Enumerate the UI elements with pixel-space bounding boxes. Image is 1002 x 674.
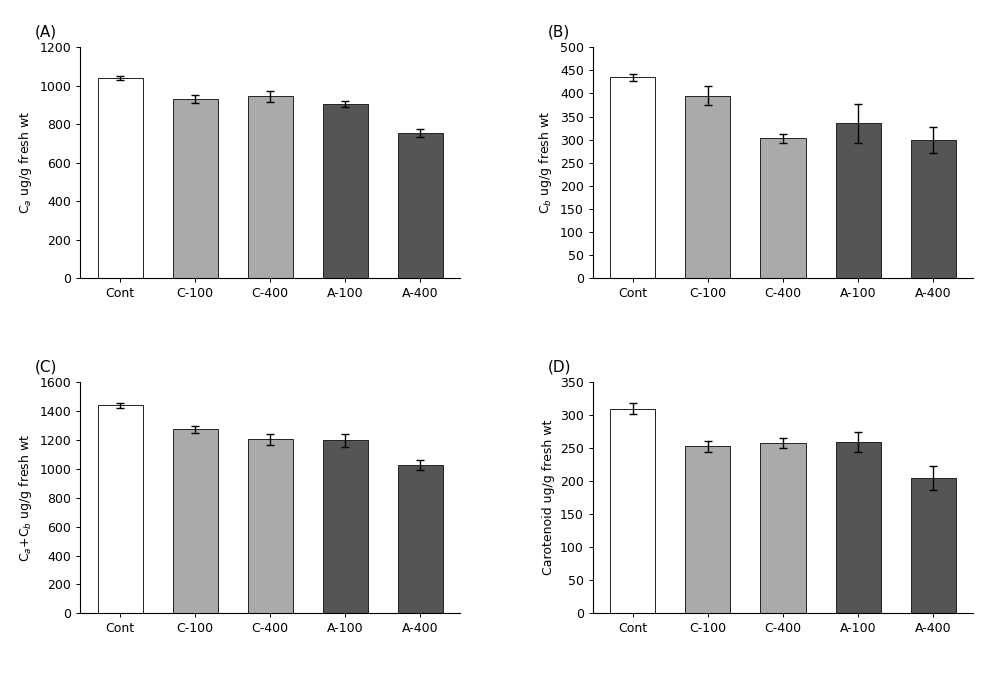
Bar <box>97 405 142 613</box>
Bar <box>910 478 955 613</box>
Bar <box>247 439 293 613</box>
Text: (A): (A) <box>35 24 57 39</box>
Bar <box>760 443 805 613</box>
Bar <box>835 123 880 278</box>
Text: (D): (D) <box>547 359 570 374</box>
Bar <box>609 78 654 278</box>
Bar <box>398 464 443 613</box>
Bar <box>97 78 142 278</box>
Y-axis label: C$_a$ ug/g fresh wt: C$_a$ ug/g fresh wt <box>17 111 34 214</box>
Bar <box>398 133 443 278</box>
Bar <box>323 440 368 613</box>
Bar <box>835 441 880 613</box>
Text: (B): (B) <box>547 24 569 39</box>
Bar <box>760 138 805 278</box>
Bar <box>609 408 654 613</box>
Bar <box>172 99 217 278</box>
Bar <box>684 96 729 278</box>
Bar <box>684 446 729 613</box>
Bar <box>172 429 217 613</box>
Text: (C): (C) <box>35 359 57 374</box>
Bar <box>323 104 368 278</box>
Y-axis label: C$_a$+C$_b$ ug/g fresh wt: C$_a$+C$_b$ ug/g fresh wt <box>17 433 34 562</box>
Bar <box>910 140 955 278</box>
Bar <box>247 96 293 278</box>
Y-axis label: Carotenoid ug/g fresh wt: Carotenoid ug/g fresh wt <box>541 420 554 576</box>
Y-axis label: C$_b$ ug/g fresh wt: C$_b$ ug/g fresh wt <box>537 111 554 214</box>
